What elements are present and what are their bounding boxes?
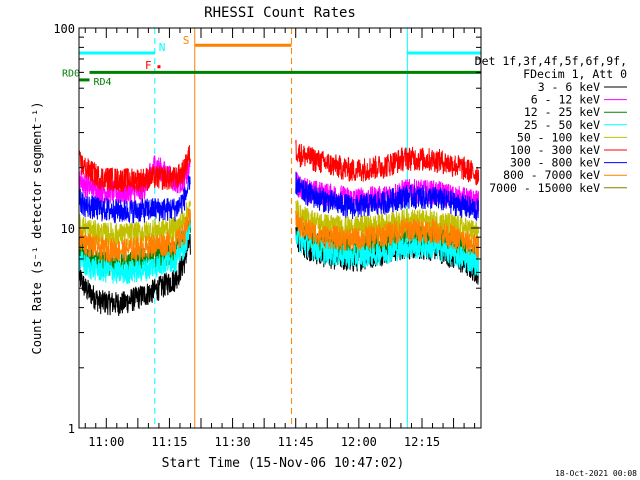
legend-label-5: 100 - 300 keV [510,143,600,157]
flare-marker [157,65,161,69]
chart-title: RHESSI Count Rates [204,5,356,21]
series-line-5-segment-0 [78,145,191,193]
attenuator-label-s: S [183,34,190,47]
rd-label-rd0: RD0 [62,68,80,79]
legend-label-1: 6 - 12 keV [531,93,600,107]
series-line-3-segment-1 [295,227,480,276]
x-tick-label-2: 11:30 [215,435,251,449]
series-line-0-segment-0 [78,234,191,317]
x-axis-label: Start Time (15-Nov-06 10:47:02) [162,456,405,471]
y-tick-label-0: 1 [68,422,75,436]
series-line-7-segment-1 [295,210,480,259]
flare-marker-label: F [145,59,152,72]
series-line-4-segment-0 [78,200,191,247]
series-line-4-segment-1 [295,199,480,245]
series-line-7-segment-0 [78,208,191,263]
series-line-3-segment-0 [78,221,191,285]
series-line-6-segment-0 [78,174,191,224]
timestamp: 18-Oct-2021 00:08 [555,469,637,478]
legend-header-line-2: FDecim 1, Att 0 [523,67,627,81]
x-tick-label-0: 11:00 [88,435,124,449]
legend-header-line-1: Det 1f,3f,4f,5f,6f,9f, [475,54,627,68]
legend-label-4: 50 - 100 keV [517,130,600,144]
y-axis-label: Count Rate (s⁻¹ detector segment⁻¹) [30,102,44,355]
series-line-5-segment-1 [295,139,480,186]
legend-label-2: 12 - 25 keV [524,105,600,119]
y-tick-label-2: 100 [53,22,75,36]
legend-label-3: 25 - 50 keV [524,118,600,132]
x-tick-label-5: 12:15 [404,435,440,449]
x-tick-label-4: 12:00 [341,435,377,449]
rd-label-rd4: RD4 [94,77,112,88]
legend-label-7: 800 - 7000 keV [503,168,600,182]
legend-label-8: 7000 - 15000 keV [489,181,600,195]
x-tick-label-1: 11:15 [151,435,187,449]
attenuator-label-n: N [159,41,166,54]
series-line-6-segment-1 [295,171,480,221]
legend-label-0: 3 - 6 keV [538,80,600,94]
x-tick-label-3: 11:45 [278,435,314,449]
legend-label-6: 300 - 800 keV [510,156,600,170]
y-tick-label-1: 10 [61,222,75,236]
